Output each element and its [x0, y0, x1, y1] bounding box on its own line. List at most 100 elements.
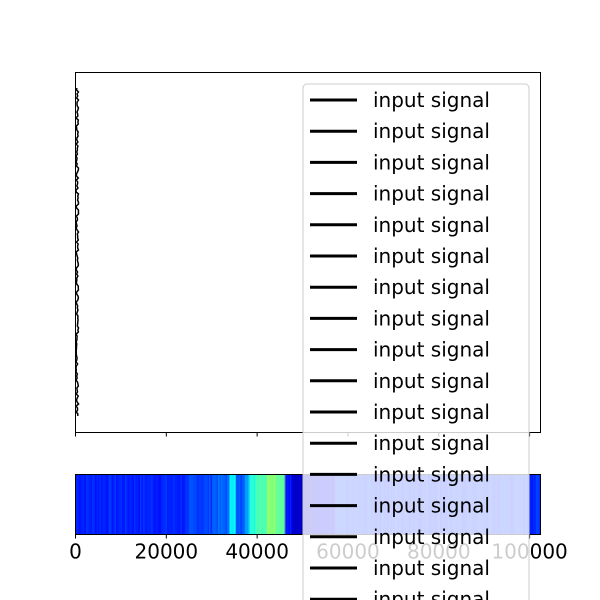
legend-label: input signal	[373, 525, 490, 549]
colorband-strip	[165, 474, 167, 535]
colorband-strip	[167, 474, 169, 535]
colorband-strip	[252, 474, 254, 535]
colorband-strip	[198, 474, 200, 535]
colorband-strip	[107, 474, 109, 535]
colorband-strip	[149, 474, 151, 535]
colorband-strip	[120, 474, 122, 535]
colorband-strip	[242, 474, 244, 535]
colorband-strip	[194, 474, 196, 535]
colorband-strip	[132, 474, 134, 535]
colorband-strip	[81, 474, 83, 535]
legend-label: input signal	[373, 213, 490, 237]
colorband-strip	[273, 474, 275, 535]
colorband-strip	[162, 474, 164, 535]
colorband-strip	[99, 474, 101, 535]
colorband-strip	[131, 474, 133, 535]
colorband-strip	[90, 474, 92, 535]
colorband-strip	[201, 474, 203, 535]
colorband-strip	[164, 474, 166, 535]
legend-label: input signal	[373, 431, 490, 455]
colorband-strip	[87, 474, 89, 535]
colorband-strip	[264, 474, 266, 535]
colorband-strip	[236, 474, 238, 535]
colorband-strip	[267, 474, 269, 535]
colorband-strip	[78, 474, 80, 535]
colorband-strip	[203, 474, 205, 535]
colorband-strip	[258, 474, 260, 535]
colorband-strip	[119, 474, 121, 535]
colorband-strip	[266, 474, 268, 535]
colorband-strip	[179, 474, 181, 535]
colorband-strip	[200, 474, 202, 535]
colorband-strip	[117, 474, 119, 535]
colorband-strip	[134, 474, 136, 535]
colorband-strip	[534, 474, 536, 535]
colorband-strip	[146, 474, 148, 535]
colorband-strip	[282, 474, 284, 535]
colorband-strip	[138, 474, 140, 535]
colorband-strip	[143, 474, 145, 535]
colorband-strip	[137, 474, 139, 535]
colorband-strip	[113, 474, 115, 535]
colorband-strip	[231, 474, 233, 535]
colorband-strip	[191, 474, 193, 535]
legend-frame	[302, 83, 530, 600]
colorband-strip	[144, 474, 146, 535]
colorband-strip	[279, 474, 281, 535]
legend-label: input signal	[373, 369, 490, 393]
colorband-strip	[288, 474, 290, 535]
colorband-strip	[80, 474, 82, 535]
colorband-strip	[537, 474, 539, 535]
colorband-strip	[290, 474, 292, 535]
colorband-strip	[98, 474, 100, 535]
colorband-strip	[539, 474, 541, 535]
colorband-strip	[104, 474, 106, 535]
colorband-strip	[101, 474, 103, 535]
colorband-strip	[182, 474, 184, 535]
colorband-strip	[269, 474, 271, 535]
colorband-strip	[530, 474, 532, 535]
legend-label: input signal	[373, 88, 490, 112]
colorband-strip	[126, 474, 128, 535]
colorband-strip	[285, 474, 287, 535]
colorband-strip	[245, 474, 247, 535]
colorband-strip	[291, 474, 293, 535]
colorband-strip	[122, 474, 124, 535]
colorband-strip	[270, 474, 272, 535]
colorband-strip	[135, 474, 137, 535]
colorband-strip	[155, 474, 157, 535]
colorband-strip	[248, 474, 250, 535]
colorband-strip	[221, 474, 223, 535]
colorband-strip	[168, 474, 170, 535]
colorband-strip	[171, 474, 173, 535]
colorband-strip	[531, 474, 533, 535]
legend-label: input signal	[373, 400, 490, 424]
colorband-strip	[297, 474, 299, 535]
legend-label: input signal	[373, 150, 490, 174]
colorband-strip	[215, 474, 217, 535]
colorband-strip	[89, 474, 91, 535]
colorband-strip	[159, 474, 161, 535]
colorband-strip	[180, 474, 182, 535]
legend-label: input signal	[373, 494, 490, 518]
colorband-strip	[189, 474, 191, 535]
colorband-strip	[222, 474, 224, 535]
colorband-x-tick-label: 20000	[135, 540, 199, 564]
legend-label: input signal	[373, 275, 490, 299]
colorband-strip	[533, 474, 535, 535]
colorband-strip	[251, 474, 253, 535]
colorband-strip	[83, 474, 85, 535]
colorband-strip	[152, 474, 154, 535]
colorband-strip	[257, 474, 259, 535]
colorband-strip	[86, 474, 88, 535]
colorband-strip	[272, 474, 274, 535]
colorband-strip	[224, 474, 226, 535]
legend-label: input signal	[373, 306, 490, 330]
colorband-strip	[129, 474, 131, 535]
colorband-strip	[158, 474, 160, 535]
colorband-strip	[254, 474, 256, 535]
colorband-strip	[536, 474, 538, 535]
signal-line	[74, 87, 80, 417]
colorband-strip	[176, 474, 178, 535]
